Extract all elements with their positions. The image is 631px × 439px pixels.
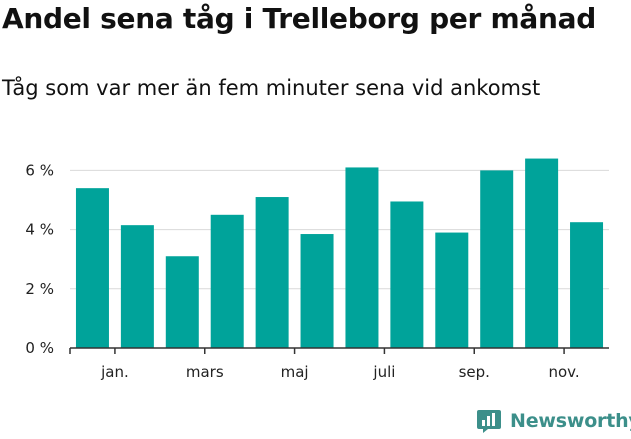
bar-okt [525,158,559,348]
x-tick-label: sep. [459,363,490,381]
y-tick-label: 6 % [25,161,54,179]
bar-dec [75,188,109,348]
grid-lines [70,169,609,290]
bar-apr [255,197,289,348]
bar-juli [390,201,424,348]
y-tick-label: 0 % [25,339,54,357]
bar-sep [480,170,514,348]
x-tick-label: maj [281,363,309,381]
bar-mars [210,214,244,348]
bar-aug [435,232,469,348]
chart-title: Andel sena tåg i Trelleborg per månad [2,2,596,35]
y-tick-label: 2 % [25,280,54,298]
x-tick-label: juli [372,363,395,381]
y-tick-label: 4 % [25,221,54,239]
newsworthy-icon [477,410,501,433]
bar-maj [300,234,334,348]
y-axis-labels: 0 % 2 % 4 % 6 % [25,161,54,357]
x-tick-label: mars [186,363,224,381]
bar-feb [165,256,199,348]
brand-name: Newsworthy [510,410,631,432]
bar-juni [345,167,379,348]
x-tick-label: nov. [548,363,579,381]
bar-nov [570,222,604,348]
x-axis [69,347,609,354]
x-tick-label: jan. [100,363,129,381]
bars [75,158,604,348]
newsworthy-logo: Newsworthy [476,408,631,434]
bar-jan [120,225,154,348]
x-axis-labels: jan. mars maj juli sep. nov. [100,363,580,381]
chart-subtitle: Tåg som var mer än fem minuter sena vid … [2,76,541,100]
